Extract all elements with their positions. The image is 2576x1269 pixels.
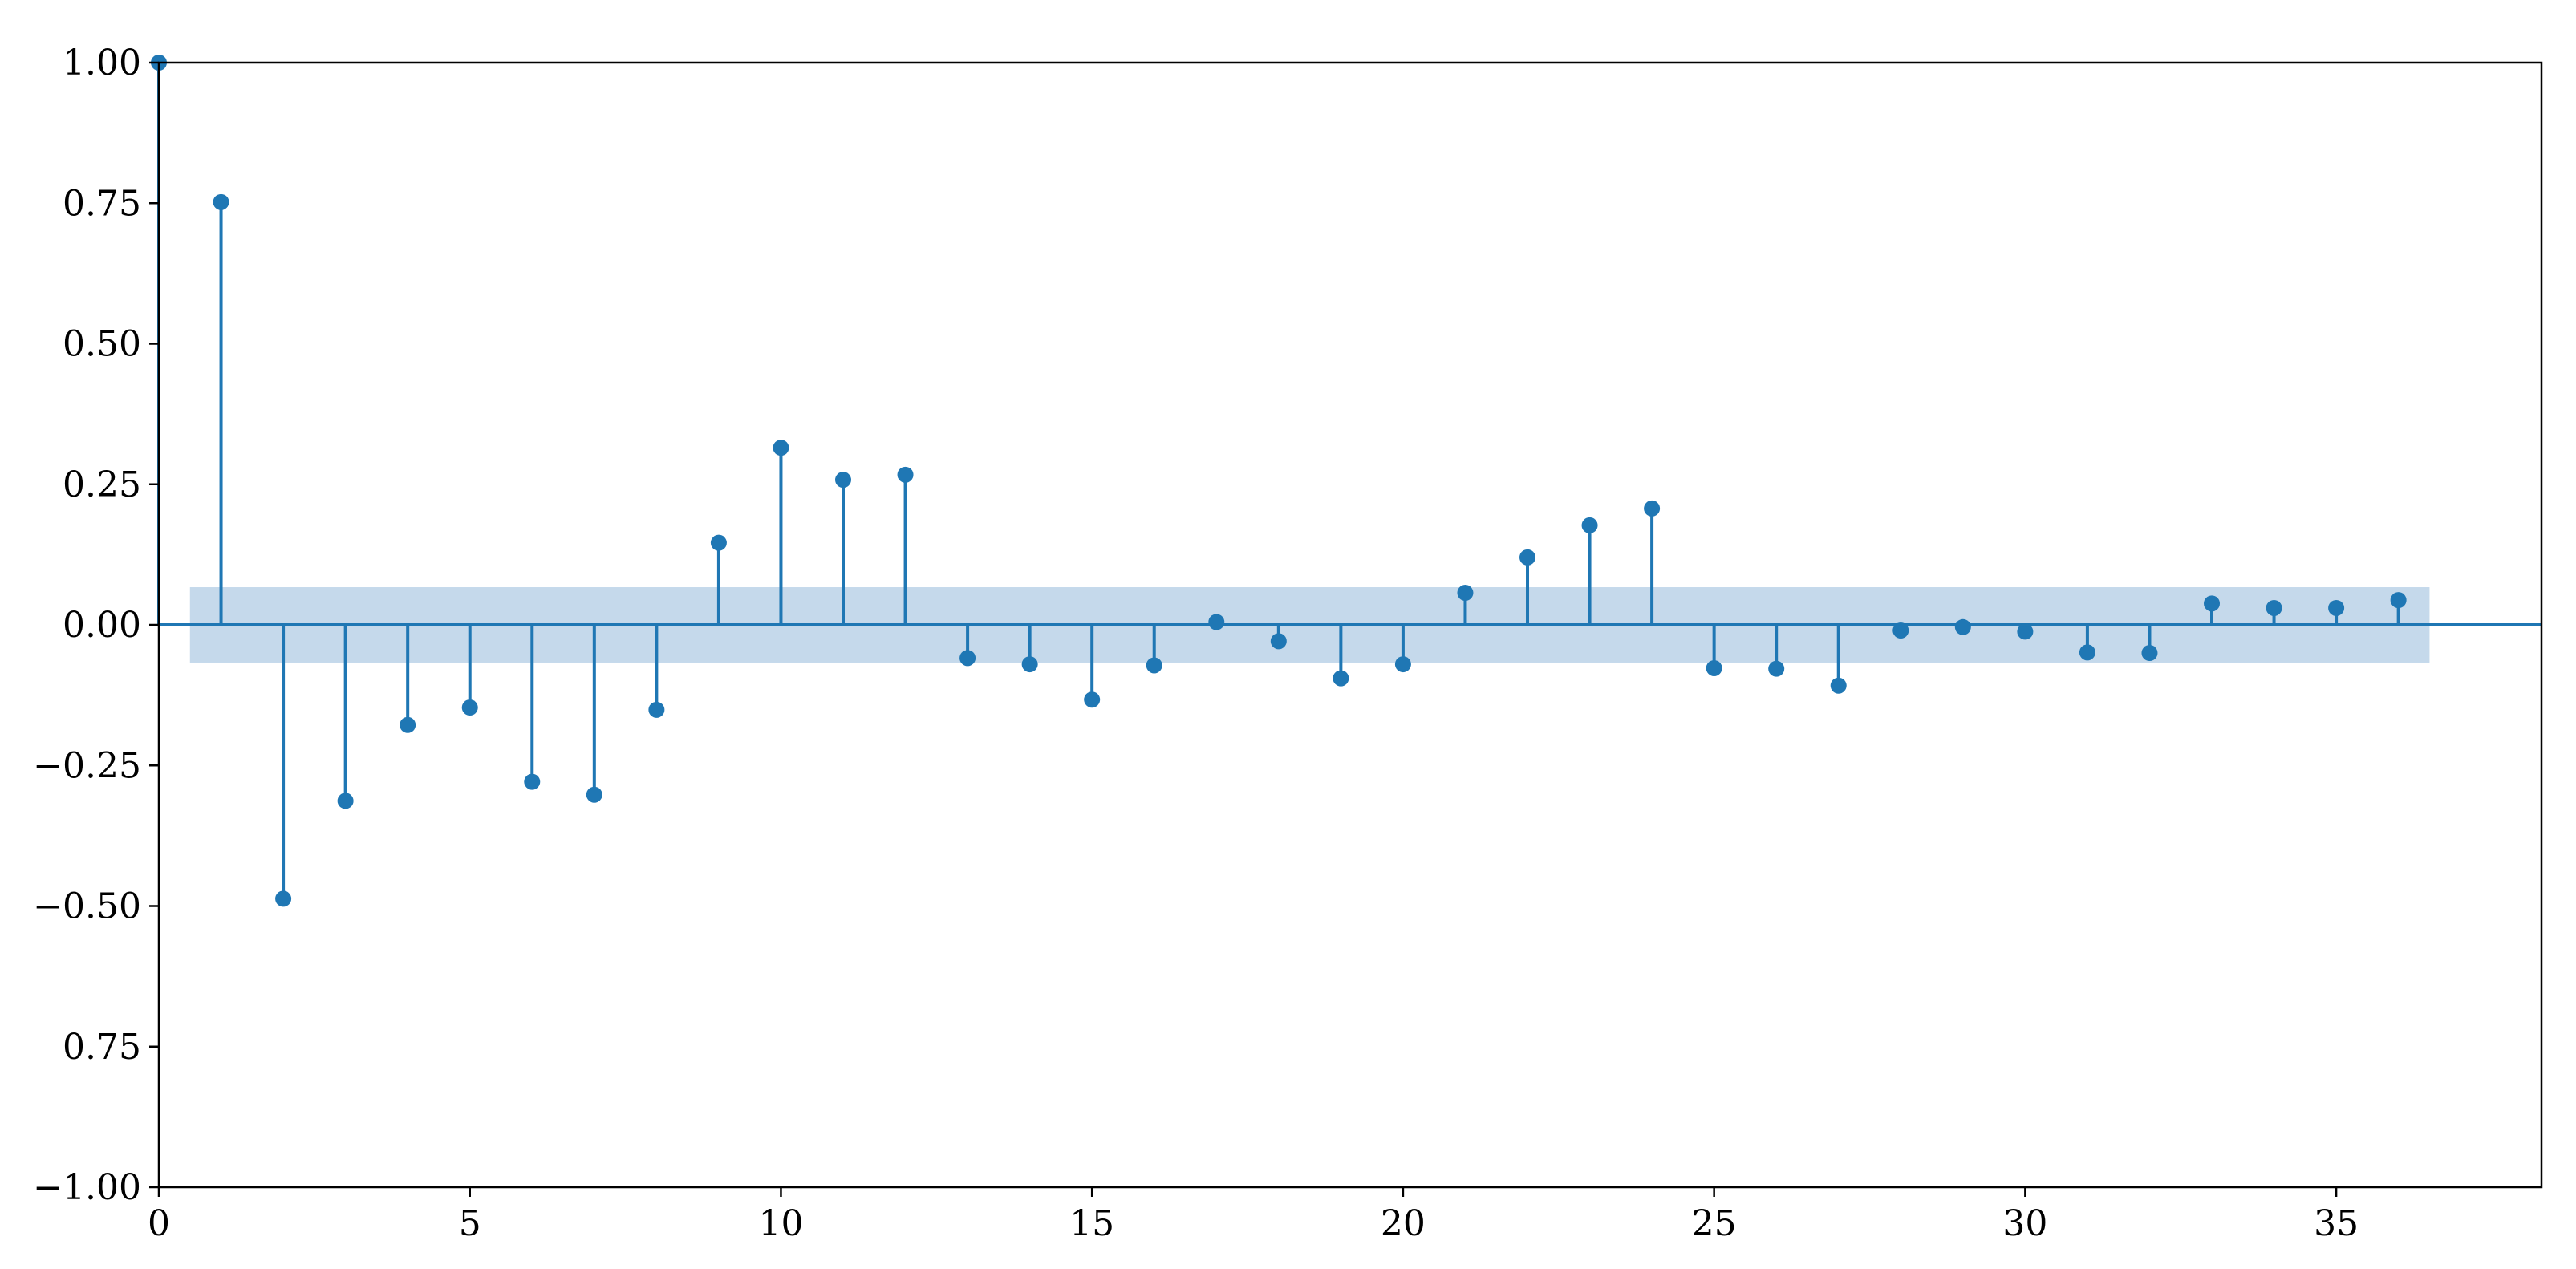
tick-layer: 1.00 0.75 0.50 0.25 0.00 −0.25 −0.50 0.75 −1.000… — [33, 43, 2359, 1244]
stem-marker — [648, 701, 665, 718]
stem-marker — [2328, 599, 2345, 616]
y-tick-label: −0.25 — [33, 745, 141, 786]
y-tick-label: 0.75 — [63, 1027, 141, 1068]
stem-marker — [524, 773, 541, 790]
stem-marker — [835, 472, 852, 489]
stem-marker — [586, 786, 602, 803]
stem-marker — [337, 793, 354, 809]
stem-marker — [959, 650, 976, 667]
stem-marker — [1768, 660, 1785, 677]
stem-marker — [2204, 595, 2221, 612]
x-tick-label: 25 — [1692, 1203, 1737, 1244]
stem-marker — [710, 534, 727, 551]
stem-marker — [1519, 549, 1536, 566]
y-tick-label: −1.00 — [33, 1167, 141, 1208]
stem-marker — [1021, 656, 1038, 673]
stem-marker — [1208, 614, 1225, 630]
stem-marker — [897, 466, 914, 483]
stem-marker — [1333, 670, 1349, 687]
stem-layer — [151, 55, 2407, 907]
x-tick-label: 35 — [2314, 1203, 2359, 1244]
stem-marker — [2141, 645, 2158, 662]
stem-marker — [773, 440, 789, 456]
stem-marker — [1084, 691, 1101, 708]
stem-marker — [1954, 618, 1971, 635]
x-tick-label: 5 — [459, 1203, 481, 1244]
stem-marker — [2017, 623, 2034, 640]
stem-marker — [2266, 599, 2282, 616]
y-tick-label: 0.75 — [63, 183, 141, 224]
stem-marker — [1457, 585, 1474, 602]
stem-marker — [1830, 677, 1847, 694]
stem-marker — [461, 699, 478, 716]
stem-marker — [1581, 517, 1598, 533]
stem-marker — [275, 890, 292, 907]
y-tick-label: 0.50 — [63, 324, 141, 365]
x-tick-label: 10 — [758, 1203, 803, 1244]
stem-marker — [1706, 659, 1722, 676]
stem-marker — [1644, 500, 1661, 517]
x-tick-label: 15 — [1069, 1203, 1114, 1244]
stem-marker — [213, 193, 229, 210]
y-tick-label: 0.25 — [63, 464, 141, 505]
x-tick-label: 20 — [1381, 1203, 1426, 1244]
stem-marker — [1146, 657, 1162, 674]
stem-marker — [2390, 592, 2407, 609]
y-tick-label: 1.00 — [63, 43, 141, 83]
stem-marker — [1892, 622, 1909, 639]
x-tick-label: 0 — [148, 1203, 170, 1244]
stem-marker — [1270, 633, 1287, 650]
y-tick-label: −0.50 — [33, 886, 141, 927]
y-tick-label: 0.00 — [63, 605, 141, 646]
stem-marker — [400, 716, 416, 733]
x-tick-label: 30 — [2002, 1203, 2047, 1244]
stem-marker — [1394, 656, 1411, 673]
stem-marker — [2079, 644, 2095, 661]
